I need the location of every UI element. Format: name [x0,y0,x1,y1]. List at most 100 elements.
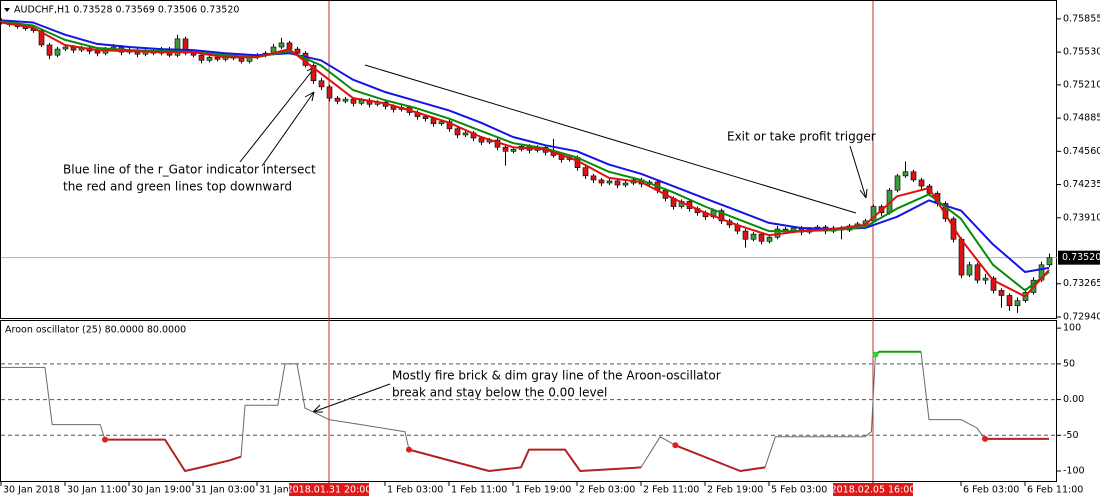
series-line [0,21,1050,298]
candle-body [278,42,285,48]
y-tick-label: 0.74560 [1063,146,1100,157]
candle-body [622,182,629,186]
candle-body [54,48,61,56]
x-tick-label: 2 Feb 03:00 [579,485,635,496]
current-price-label: 0.73520 [1062,252,1100,263]
candle-body [286,42,293,50]
candle-body [590,175,597,181]
x-tick-label: 6 Feb 03:00 [963,485,1019,496]
arrows [239,65,868,413]
series-marker [982,435,988,442]
candle-body [758,233,765,242]
candle-body [870,206,877,222]
annotation: break and stay below the 0.00 level [392,386,607,400]
candle-body [238,57,245,62]
candle-body [462,132,469,136]
y-tick-label: 0.75530 [1063,47,1100,58]
candle-body [742,230,749,240]
annotation: Blue line of the r_Gator indicator inter… [63,163,316,177]
x-tick-label: 1 Feb 19:00 [515,485,571,496]
candle-body [438,121,445,125]
y-tick-label: 0.73265 [1063,278,1100,289]
candle-body [582,167,589,177]
candle-body [422,116,429,119]
candle-body [502,146,509,152]
x-tick-label: 2018.01.31 20:00 [287,485,372,496]
y-tick-label: 0.72940 [1063,311,1100,322]
series-line [0,19,1050,273]
candle-body [174,38,181,56]
candle-body [974,264,981,281]
current-price-box [1058,250,1100,265]
x-tick-label: 5 Feb 03:00 [771,485,827,496]
candle-body [606,180,613,184]
candle-body [198,54,205,61]
candle-body [510,148,517,152]
candle-body [1014,300,1021,307]
indicator-title: Aroon oscillator (25) 80.0000 80.0000 [5,325,186,336]
series-marker [872,351,879,358]
candle-body [750,233,757,240]
menu-triangle [4,8,10,12]
y-tick-label: 100 [1063,323,1081,334]
candle-body [342,98,349,102]
series-marker [406,446,412,453]
arrow-head [304,91,315,102]
candle-body [766,236,773,242]
candle-body [46,44,53,56]
x-tick-label: 30 Jan 11:00 [67,485,127,496]
arrow-head [312,404,323,413]
candle-body [966,264,973,276]
candle-body [902,171,909,177]
candle-body [454,128,461,136]
arrow [312,383,391,413]
candle-body [318,80,325,88]
x-tick-label: 31 Jan 03:00 [195,485,255,496]
x-tick-label: 1 Feb 11:00 [451,485,507,496]
candle-body [1046,257,1053,266]
candle-body [182,38,189,54]
candle-body [206,56,213,61]
candle-body [94,50,101,54]
trend-line [364,64,857,214]
y-tick-label: 0.74235 [1063,179,1100,190]
x-tick-label: 30 Jan 2018 [3,485,60,496]
candle-body [326,86,333,99]
annotation: Exit or take profit trigger [727,130,876,144]
y-tick-label: 0.75855 [1063,13,1100,24]
candle-body [310,65,317,82]
series-line [105,437,1049,472]
candle-body [918,179,925,187]
x-tick-label: 1 Feb 03:00 [387,485,443,496]
annotation: the red and green lines top downward [63,180,292,194]
arrow-head [859,188,868,199]
x-tick-label: 2 Feb 19:00 [707,485,763,496]
candle-body [1038,264,1045,281]
candle-body [294,48,301,54]
candle-body [334,97,341,102]
y-tick-label: 0.75210 [1063,79,1100,90]
candle-body [990,277,997,291]
y-tick-label: 50 [1063,358,1075,369]
y-tick-label: 0.74885 [1063,113,1100,124]
candle-body [38,30,45,46]
candle-body [614,180,621,186]
series-marker [672,442,679,449]
y-tick-label: 0.00 [1063,394,1084,405]
arrow [261,91,315,167]
arrow [239,65,317,163]
candle-body [958,238,965,276]
x-tick-label: 6 Feb 11:00 [1027,485,1083,496]
candle-body [598,179,605,184]
indicator-panel [0,320,1057,482]
candle-body [62,46,69,50]
candle-body [982,277,989,281]
x-tick-label: 2 Feb 11:00 [643,485,699,496]
candle-body [214,56,221,60]
candle-body [1006,295,1013,307]
candle-body [446,121,453,130]
annotation: Mostly fire brick & dim gray line of the… [392,369,721,383]
arrow [849,145,867,199]
x-tick-label: 30 Jan 19:00 [131,485,191,496]
